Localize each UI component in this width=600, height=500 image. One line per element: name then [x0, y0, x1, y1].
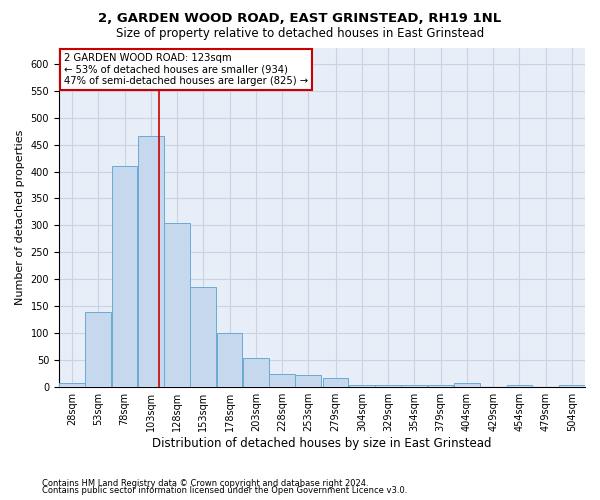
X-axis label: Distribution of detached houses by size in East Grinstead: Distribution of detached houses by size … — [152, 437, 492, 450]
Text: 2 GARDEN WOOD ROAD: 123sqm
← 53% of detached houses are smaller (934)
47% of sem: 2 GARDEN WOOD ROAD: 123sqm ← 53% of deta… — [64, 52, 308, 86]
Bar — [401, 384, 427, 387]
Bar — [112, 166, 137, 387]
Bar — [428, 384, 454, 387]
Bar — [59, 383, 85, 387]
Bar — [375, 384, 401, 387]
Text: Contains public sector information licensed under the Open Government Licence v3: Contains public sector information licen… — [42, 486, 407, 495]
Y-axis label: Number of detached properties: Number of detached properties — [15, 130, 25, 305]
Bar — [349, 384, 375, 387]
Bar — [217, 334, 242, 387]
Bar — [243, 358, 269, 387]
Bar — [85, 312, 111, 387]
Bar — [454, 383, 480, 387]
Bar — [138, 136, 164, 387]
Bar — [323, 378, 349, 387]
Bar — [559, 384, 585, 387]
Bar — [506, 384, 532, 387]
Bar — [190, 288, 216, 387]
Text: Size of property relative to detached houses in East Grinstead: Size of property relative to detached ho… — [116, 28, 484, 40]
Text: Contains HM Land Registry data © Crown copyright and database right 2024.: Contains HM Land Registry data © Crown c… — [42, 478, 368, 488]
Bar — [164, 222, 190, 387]
Text: 2, GARDEN WOOD ROAD, EAST GRINSTEAD, RH19 1NL: 2, GARDEN WOOD ROAD, EAST GRINSTEAD, RH1… — [98, 12, 502, 26]
Bar — [295, 376, 321, 387]
Bar — [269, 374, 295, 387]
